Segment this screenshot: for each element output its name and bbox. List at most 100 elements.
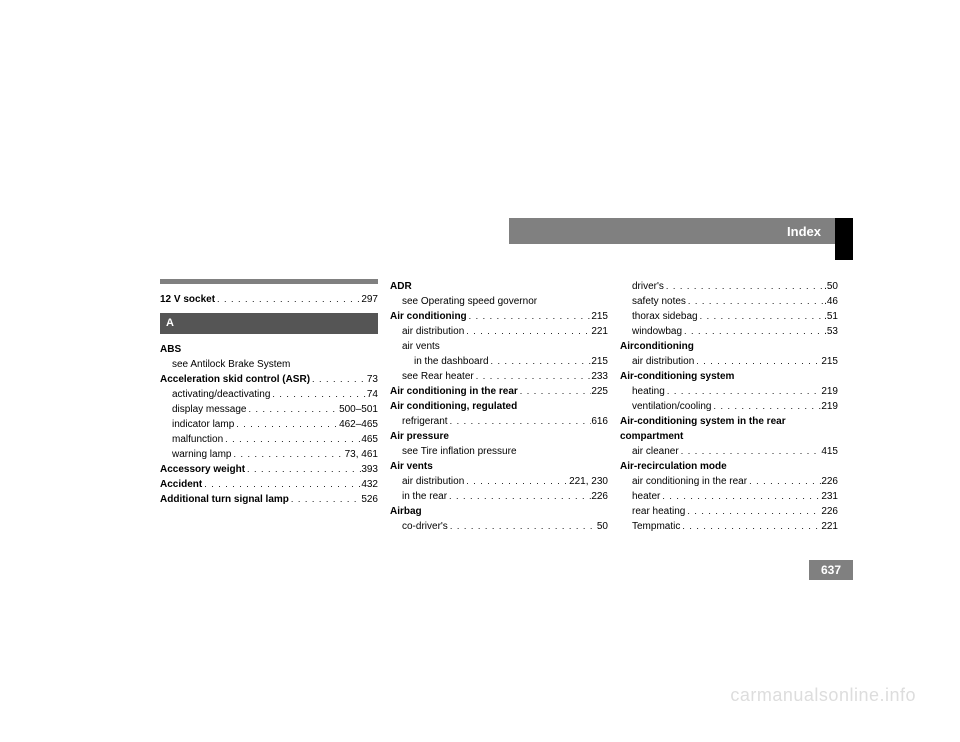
index-entry: 12 V socket297 [160, 292, 378, 307]
entry-label: Air conditioning [390, 309, 467, 324]
entry-label: ABS [160, 342, 181, 357]
entry-label: in the rear [402, 489, 447, 504]
entry-dots [464, 474, 569, 489]
entry-dots [464, 324, 591, 339]
entry-label: Accident [160, 477, 202, 492]
index-entry: air vents [390, 339, 608, 354]
entry-dots [448, 414, 592, 429]
index-entry: in the dashboard215 [390, 354, 608, 369]
index-entry: air conditioning in the rear226 [620, 474, 838, 489]
entry-dots [270, 387, 366, 402]
column-top-rule [160, 279, 378, 284]
entry-label: see Tire inflation pressure [402, 444, 517, 459]
index-entry: rear heating 226 [620, 504, 838, 519]
entry-label: ventilation/cooling [632, 399, 712, 414]
entry-dots [679, 444, 822, 459]
entry-label: thorax sidebag [632, 309, 698, 324]
index-entry: Air-recirculation mode [620, 459, 838, 474]
entry-dots [664, 279, 824, 294]
index-entry: Acceleration skid control (ASR)73 [160, 372, 378, 387]
index-entry: Air-conditioning system [620, 369, 838, 384]
entry-dots [474, 369, 592, 384]
entry-page: 215 [821, 354, 838, 369]
entry-page: 219 [821, 399, 838, 414]
entry-dots [680, 519, 821, 534]
entry-page: 74 [367, 387, 378, 402]
entry-label: air cleaner [632, 444, 679, 459]
entry-page: 215 [591, 309, 608, 324]
entry-label: indicator lamp [172, 417, 234, 432]
entry-page: 462–465 [339, 417, 378, 432]
entry-dots [310, 372, 367, 387]
entry-page: 393 [361, 462, 378, 477]
entry-page: 415 [821, 444, 838, 459]
index-entry: air cleaner 415 [620, 444, 838, 459]
entry-label: air distribution [402, 324, 464, 339]
entry-dots [686, 294, 824, 309]
index-column: driver's.50safety notes.46thorax sidebag… [620, 279, 838, 534]
entry-page: 233 [591, 369, 608, 384]
entry-page: 226 [591, 489, 608, 504]
entry-page: 297 [361, 292, 378, 307]
entry-label: Air vents [390, 459, 433, 474]
index-entry: Additional turn signal lamp526 [160, 492, 378, 507]
entry-dots [694, 354, 821, 369]
entry-page: 226 [821, 474, 838, 489]
entry-dots [245, 462, 361, 477]
entry-page: 526 [361, 492, 378, 507]
entry-dots [682, 324, 824, 339]
index-entry: in the rear 226 [390, 489, 608, 504]
entry-page: .51 [824, 309, 838, 324]
index-entry: Airconditioning [620, 339, 838, 354]
index-entry: driver's.50 [620, 279, 838, 294]
entry-label: rear heating [632, 504, 685, 519]
entry-label: see Rear heater [402, 369, 474, 384]
entry-page: 221 [591, 324, 608, 339]
entry-page: 500–501 [339, 402, 378, 417]
entry-label: driver's [632, 279, 664, 294]
index-entry: see Rear heater 233 [390, 369, 608, 384]
index-entry: heater231 [620, 489, 838, 504]
header-title: Index [787, 224, 821, 239]
entry-dots [747, 474, 821, 489]
entry-page: 219 [821, 384, 838, 399]
index-entry: Accident432 [160, 477, 378, 492]
entry-label: activating/deactivating [172, 387, 270, 402]
entry-page: 226 [821, 504, 838, 519]
entry-label: refrigerant [402, 414, 448, 429]
index-entry: safety notes.46 [620, 294, 838, 309]
entry-dots [489, 354, 592, 369]
entry-dots [234, 417, 339, 432]
index-entry: air distribution215 [620, 354, 838, 369]
entry-dots [289, 492, 361, 507]
index-entry: ABS [160, 342, 378, 357]
index-entry: Tempmatic221 [620, 519, 838, 534]
entry-label: Airconditioning [620, 339, 694, 354]
entry-dots [215, 292, 361, 307]
index-entry: refrigerant 616 [390, 414, 608, 429]
entry-dots [467, 309, 592, 324]
entry-page: 616 [591, 414, 608, 429]
entry-dots [202, 477, 361, 492]
entry-dots [246, 402, 339, 417]
index-entry: ventilation/cooling 219 [620, 399, 838, 414]
entry-dots [665, 384, 822, 399]
index-entry: Airbag [390, 504, 608, 519]
page-number: 637 [821, 563, 841, 577]
entry-label: see Antilock Brake System [172, 357, 290, 372]
index-entry: Air pressure [390, 429, 608, 444]
index-entry: see Tire inflation pressure [390, 444, 608, 459]
entry-label: Airbag [390, 504, 422, 519]
entry-dots [231, 447, 344, 462]
entry-dots [712, 399, 822, 414]
entry-label: in the dashboard [414, 354, 489, 369]
entry-label: Accessory weight [160, 462, 245, 477]
index-entry: compartment [620, 429, 838, 444]
entry-label: Air-conditioning system [620, 369, 734, 384]
index-entry: thorax sidebag .51 [620, 309, 838, 324]
entry-dots [447, 489, 591, 504]
page-number-box: 637 [809, 560, 853, 580]
entry-dots [660, 489, 821, 504]
entry-label: Air conditioning, regulated [390, 399, 517, 414]
entry-label: warning lamp [172, 447, 231, 462]
